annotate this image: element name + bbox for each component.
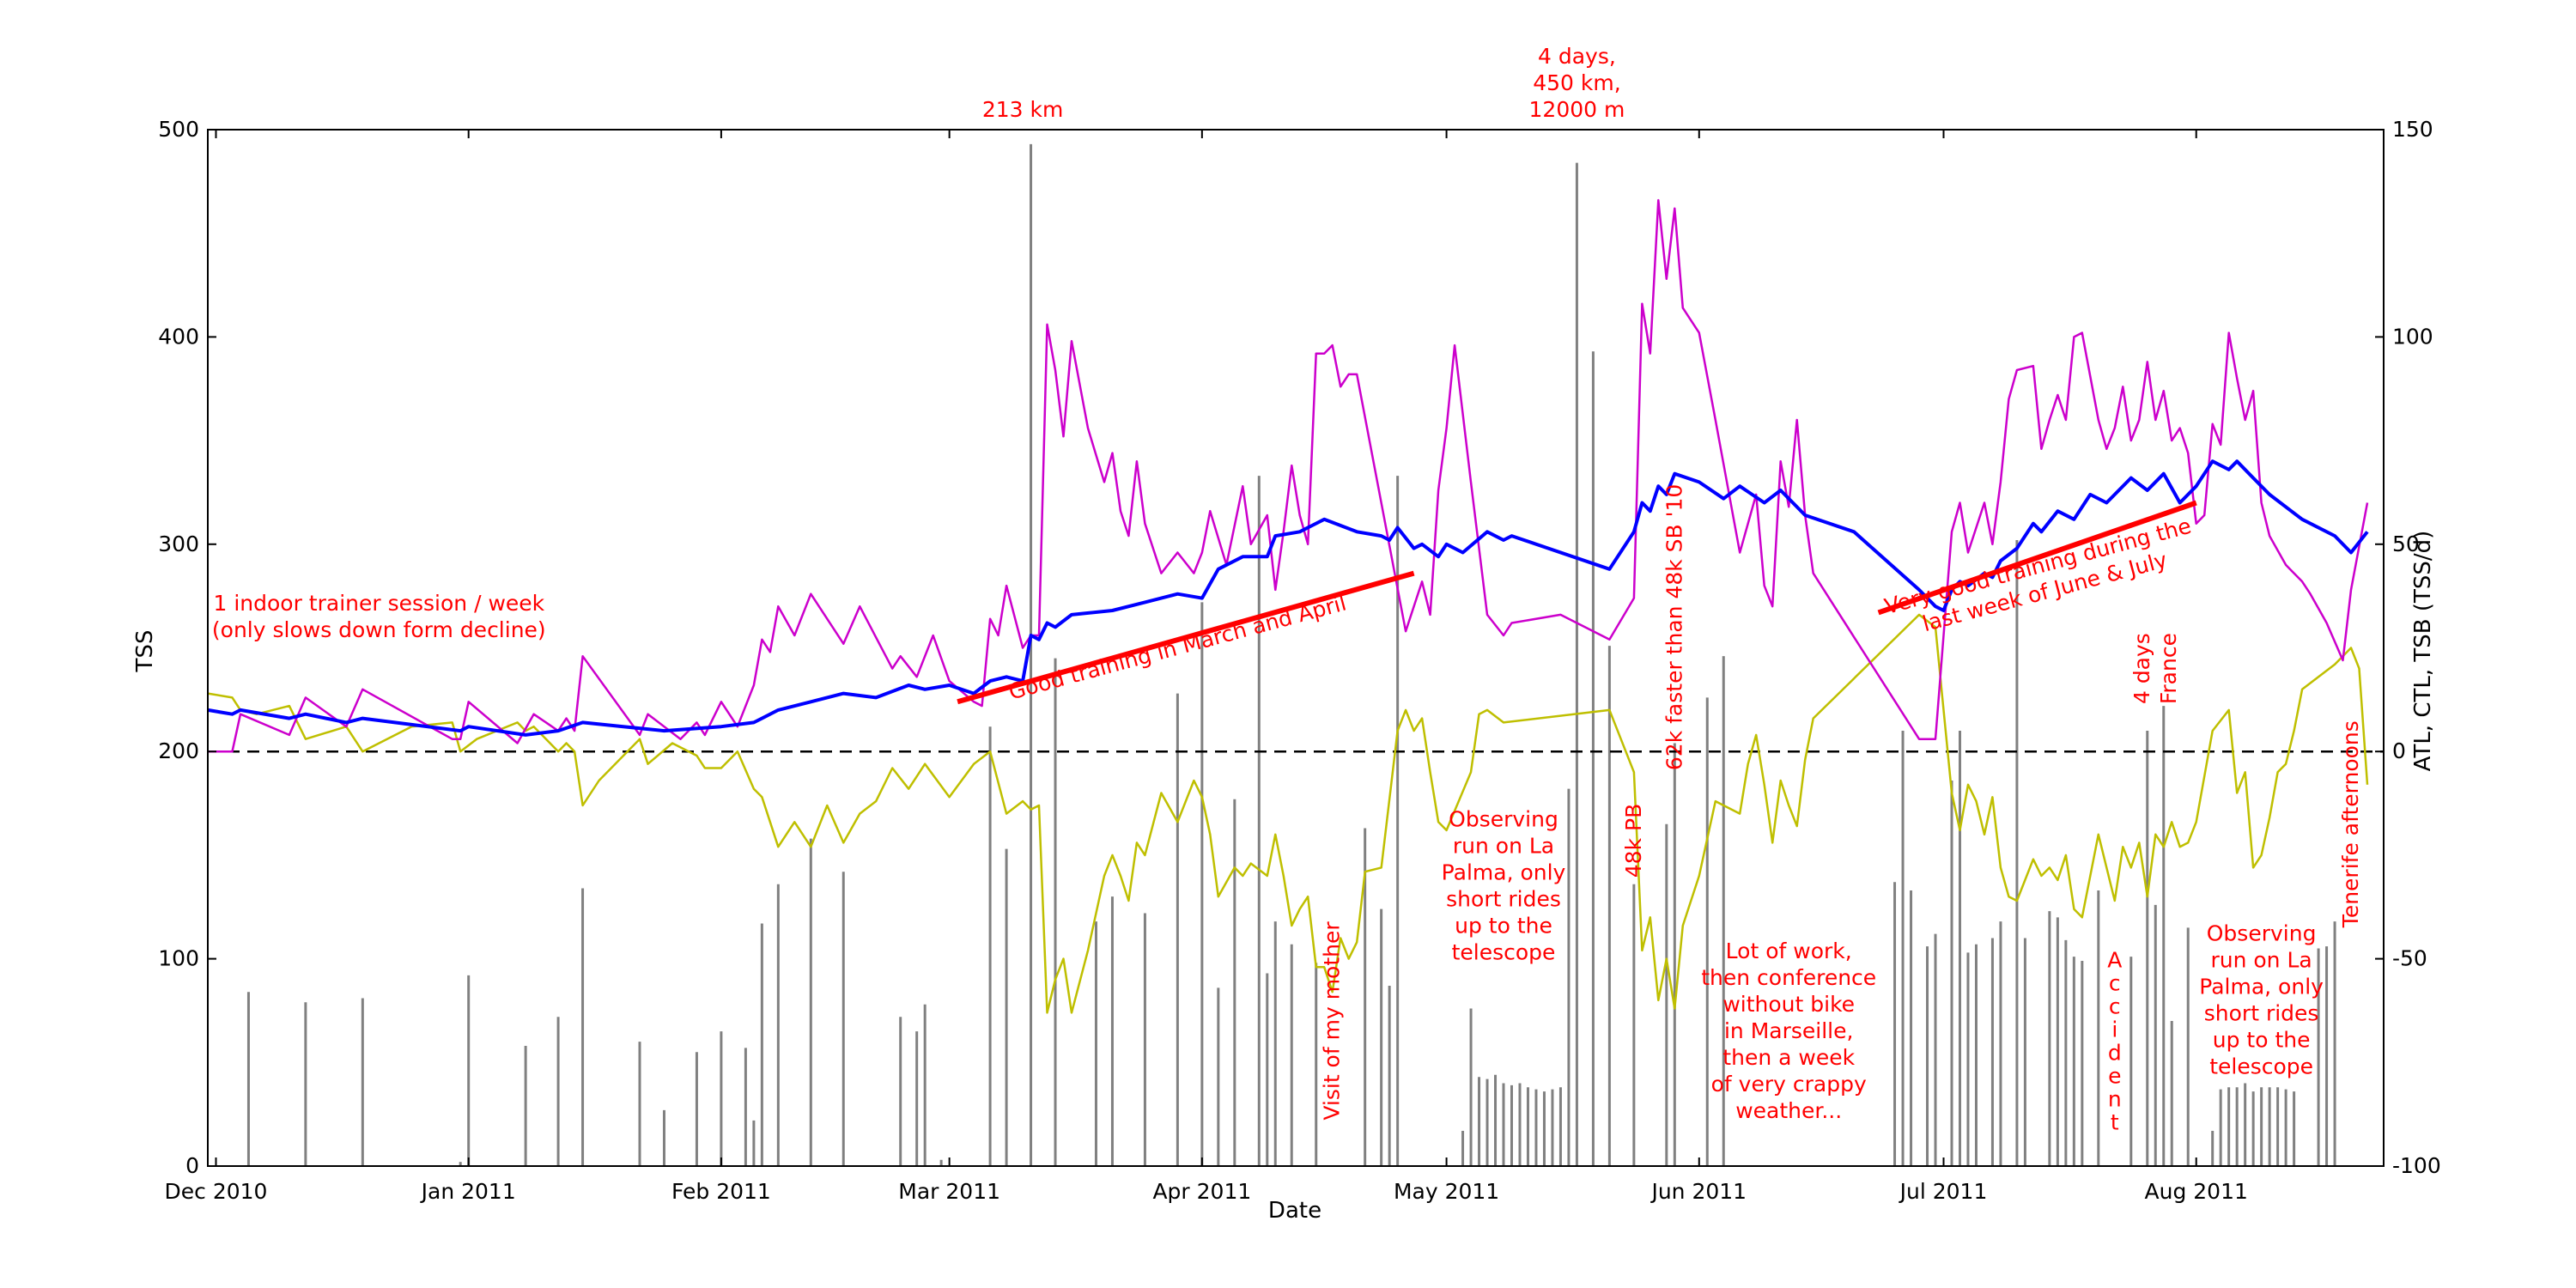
annotation-line: n <box>2108 1087 2122 1112</box>
annotation-mother: Visit of my mother <box>1320 921 1345 1121</box>
annotation-line: short rides <box>2204 1000 2319 1025</box>
series-lines <box>207 198 2384 1014</box>
y-right-tick-label: 150 <box>2392 117 2433 142</box>
trend-line <box>957 570 1415 705</box>
annotation-line: France <box>2156 633 2181 704</box>
annotation-line: in Marseille, <box>1724 1018 1853 1043</box>
x-tick-label: Mar 2011 <box>898 1179 1000 1204</box>
y-right-tick-label: 100 <box>2392 324 2433 349</box>
annotation-la-palma-aug: Observing run on La Palma, only short rides… <box>2199 920 2324 1078</box>
annotation-213km: 213 km <box>982 97 1064 122</box>
annotation-line: 1 indoor trainer session / week <box>213 591 544 616</box>
x-tick-label: Feb 2011 <box>671 1179 771 1204</box>
annotation-line: up to the <box>2213 1027 2311 1052</box>
annotation-line: Good training in March and April <box>1006 591 1349 705</box>
tss-bars <box>246 143 2336 1166</box>
annotation-france: 4 daysFrance <box>2129 633 2181 704</box>
tsb-line <box>207 613 2369 1014</box>
annotation-line: d <box>2108 1041 2122 1066</box>
annotation-line: 62k faster than 48k SB '10 <box>1662 484 1686 770</box>
annotation-tenerife: Tenerife afternoons <box>2338 720 2363 928</box>
annotation-line: 4 days <box>2129 633 2154 704</box>
annotation-line: Tenerife afternoons <box>2338 720 2363 928</box>
annotation-line: Palma, only <box>2199 974 2324 999</box>
annotations: 1 indoor trainer session / week (only slo… <box>212 44 2363 1135</box>
annotation-work: Lot of work, then conference without bike i… <box>1701 939 1876 1123</box>
y-left-tick-label: 500 <box>158 117 199 142</box>
annotation-line: then conference <box>1701 965 1876 990</box>
annotation-line: A <box>2107 948 2122 973</box>
y-right-tick-label: 0 <box>2392 738 2406 763</box>
x-tick-label: Jan 2011 <box>420 1179 516 1204</box>
x-tick-label: Dec 2010 <box>165 1179 268 1204</box>
annotation-line: Palma, only <box>1442 860 1566 885</box>
annotation-line: short rides <box>1446 887 1561 912</box>
annotation-line: of very crappy <box>1711 1072 1867 1097</box>
y-left-tick-label: 0 <box>185 1153 199 1178</box>
y-right-tick-label: -50 <box>2392 946 2427 971</box>
x-tick-label: May 2011 <box>1394 1179 1499 1204</box>
y-left-tick-label: 200 <box>158 738 199 763</box>
annotation-line: (only slows down form decline) <box>212 617 546 642</box>
annotation-line: run on La <box>2210 947 2312 972</box>
annotation-line: e <box>2108 1064 2121 1089</box>
annotation-line: telescope <box>2209 1054 2313 1078</box>
annotation-line: 213 km <box>982 97 1064 122</box>
y-axis-left-title: TSS <box>132 630 158 673</box>
annotation-line: weather... <box>1735 1098 1842 1123</box>
annotation-450km: 4 days, 450 km, 12000 m <box>1529 44 1625 122</box>
annotation-indoor: 1 indoor trainer session / week (only slo… <box>212 591 546 642</box>
annotation-line: telescope <box>1452 940 1556 965</box>
axes: 0 100 200 300 400 500 -100 -50 0 50 100 150 Dec 2010… <box>158 117 2440 1204</box>
y-left-tick-label: 300 <box>158 532 199 556</box>
y-right-tick-label: 50 <box>2392 532 2420 556</box>
trend-line <box>1877 500 2197 616</box>
annotation-line: 450 km, <box>1533 70 1620 95</box>
annotation-line: without bike <box>1722 992 1855 1017</box>
y-left-tick-label: 100 <box>158 946 199 971</box>
annotation-48k-pb: 48k PB <box>1621 804 1646 878</box>
annotation-line: 4 days, <box>1538 44 1616 69</box>
annotation-line: 12000 m <box>1529 97 1625 122</box>
annotation-line: c <box>2109 994 2121 1019</box>
annotation-line: c <box>2109 971 2121 996</box>
y-left-tick-label: 400 <box>158 324 199 349</box>
annotation-line: Visit of my mother <box>1320 921 1345 1121</box>
annotation-march-april: Good training in March and April <box>1006 591 1349 705</box>
annotation-line: Lot of work, <box>1726 939 1852 963</box>
y-right-tick-label: -100 <box>2392 1153 2441 1178</box>
atl-line <box>208 198 2369 753</box>
plot-frame <box>207 129 2385 1167</box>
annotation-la-palma-may: Observing run on La Palma, only short rides… <box>1442 807 1566 965</box>
annotation-line: 48k PB <box>1621 804 1646 878</box>
x-tick-label: Jun 2011 <box>1649 1179 1747 1204</box>
x-axis-title: Date <box>1268 1198 1321 1224</box>
annotation-line: up to the <box>1455 914 1552 939</box>
x-tick-label: Apr 2011 <box>1152 1179 1251 1204</box>
y-axis-right-title: ATL, CTL, TSB (TSS/d) <box>2410 531 2436 772</box>
ctl-line <box>207 459 2369 737</box>
annotation-line: Observing <box>1449 807 1558 832</box>
x-tick-label: Jul 2011 <box>1899 1179 1988 1204</box>
annotation-line: then a week <box>1722 1045 1855 1070</box>
annotation-line: t <box>2111 1110 2119 1135</box>
annotation-line: i <box>2111 1018 2117 1042</box>
annotation-line: run on La <box>1453 834 1554 859</box>
x-tick-label: Aug 2011 <box>2145 1179 2248 1204</box>
annotation-line: Observing <box>2207 920 2317 945</box>
annotation-62k: 62k faster than 48k SB '10 <box>1662 484 1686 770</box>
